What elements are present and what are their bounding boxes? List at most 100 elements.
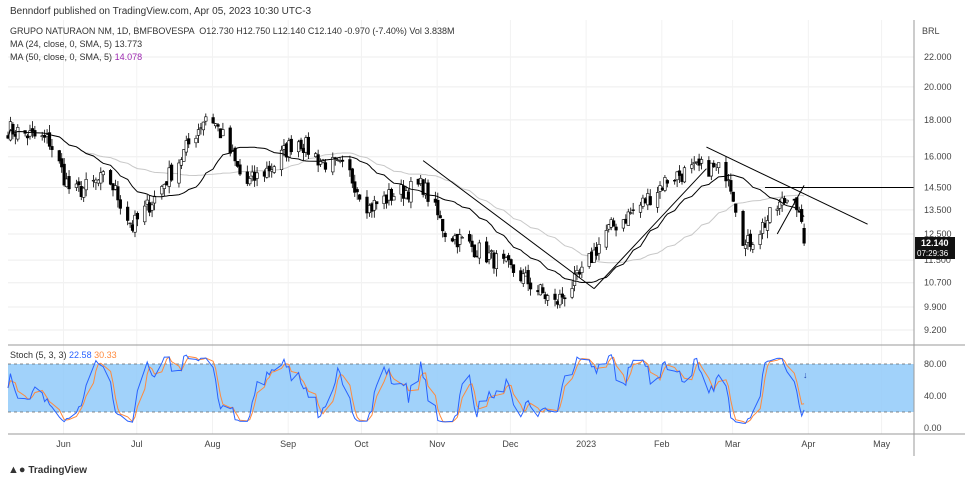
candle-body xyxy=(699,159,704,164)
last-price-tag xyxy=(915,237,955,259)
candle-body xyxy=(677,170,682,176)
footer-brand[interactable]: ▲● TradingView xyxy=(8,464,87,476)
candle-body xyxy=(77,181,81,186)
candle-body xyxy=(187,138,191,145)
candle-body xyxy=(485,241,489,263)
candle-body xyxy=(279,149,284,170)
candle-body xyxy=(99,172,103,184)
candle-body xyxy=(135,212,140,220)
candle-body xyxy=(331,157,335,173)
candle-body xyxy=(477,242,481,259)
trendline[interactable] xyxy=(422,160,595,290)
symbol-name: GRUPO NATURAON NM, 1D, BMFBOVESPA xyxy=(10,26,195,36)
price-scale[interactable]: 22.000 20.000 18.000 16.000 14.500 13.500 12.5… xyxy=(924,52,952,335)
candle-body xyxy=(228,127,232,154)
candle-body xyxy=(472,244,477,258)
ma50-legend-label: MA (50, close, 0, SMA, 5) xyxy=(10,52,113,62)
candle-body xyxy=(355,189,359,193)
stoch-legend[interactable]: Stoch (5, 3, 3) 22.58 30.33 xyxy=(10,350,117,360)
candle-body xyxy=(467,234,472,242)
candle-body xyxy=(11,123,15,135)
candle-body xyxy=(25,135,30,139)
candle-body xyxy=(108,170,113,185)
close-value: 12.140 xyxy=(314,26,342,36)
trendline[interactable] xyxy=(593,168,707,289)
candle-body xyxy=(392,196,396,201)
change-value: -0.970 (-7.40%) xyxy=(344,26,407,36)
candle-body xyxy=(575,270,579,274)
candle-body xyxy=(563,297,567,300)
candle-body xyxy=(748,233,752,247)
candle-body xyxy=(221,129,225,137)
candle-body xyxy=(592,249,596,263)
trendline[interactable] xyxy=(706,146,868,225)
candle-body xyxy=(216,124,220,127)
candle-body xyxy=(67,176,71,190)
candle-body xyxy=(426,182,430,202)
candle-body xyxy=(758,234,762,245)
candle-body xyxy=(460,237,464,239)
candle-body xyxy=(133,214,137,233)
stochastic xyxy=(7,353,805,424)
time-tick: Sep xyxy=(280,439,296,449)
candle-body xyxy=(152,195,157,204)
time-tick: Aug xyxy=(204,439,220,449)
candle-body xyxy=(785,199,789,203)
ma24-legend-label: MA (24, close, 0, SMA, 5) xyxy=(10,39,113,49)
candle-body xyxy=(267,165,271,172)
volume-value: Vol 3.838M xyxy=(409,26,455,36)
candle-body xyxy=(372,200,376,211)
footer-brand-label: TradingView xyxy=(28,465,88,476)
ma24-legend[interactable]: MA (24, close, 0, SMA, 5) 13.773 xyxy=(10,39,142,49)
ma-path xyxy=(7,129,805,284)
candle-body xyxy=(16,127,20,140)
candle-body xyxy=(526,270,530,285)
candle-body xyxy=(572,272,577,286)
candle-body xyxy=(648,196,652,206)
candle-body xyxy=(450,238,455,242)
candle-body xyxy=(638,204,643,213)
candle-body xyxy=(358,194,362,200)
stoch-scale[interactable]: 80.00 40.00 0.00 xyxy=(924,359,947,433)
ma50-legend[interactable]: MA (50, close, 0, SMA, 5) 14.078 xyxy=(10,52,142,62)
price-tick: 11.500 xyxy=(924,255,951,265)
price-tick: 18.000 xyxy=(924,115,952,125)
low-value: 12.140 xyxy=(277,26,306,36)
candle-body xyxy=(731,191,735,202)
candle-body xyxy=(306,136,310,155)
price-tick: 14.500 xyxy=(924,183,952,193)
stoch-tick: 40.00 xyxy=(924,391,947,401)
candle-body xyxy=(436,199,440,216)
candle-body xyxy=(741,210,745,246)
price-tick: 22.000 xyxy=(924,52,952,62)
candle-body xyxy=(441,218,445,232)
candle-body xyxy=(182,149,186,162)
trendline[interactable] xyxy=(776,185,805,235)
candle-body xyxy=(118,199,122,209)
candles xyxy=(6,113,806,309)
currency-label: BRL xyxy=(922,26,940,36)
candle-body xyxy=(235,161,240,167)
stoch-k-value: 22.58 xyxy=(69,350,92,360)
ma24-line xyxy=(7,129,805,284)
price-tick: 9.900 xyxy=(924,302,947,312)
candle-body xyxy=(50,146,54,150)
time-axis[interactable]: Jun Jul Aug Sep Oct Nov Dec 2023 Feb Mar Apr May xyxy=(56,439,890,449)
candle-body xyxy=(116,186,120,201)
candle-body xyxy=(765,220,770,231)
candle-body xyxy=(170,164,174,181)
published-line: Benndorf published on TradingView.com, A… xyxy=(10,6,312,17)
candle-body xyxy=(82,187,86,198)
candle-body xyxy=(673,180,677,182)
candle-body xyxy=(233,147,237,162)
candle-body xyxy=(74,183,78,188)
candle-body xyxy=(612,220,616,227)
candle-body xyxy=(389,188,394,201)
candle-body xyxy=(255,172,259,179)
ma-path xyxy=(7,129,805,264)
candle-body xyxy=(494,253,499,270)
candle-body xyxy=(626,211,630,226)
stoch-d-value: 30.33 xyxy=(94,350,117,360)
candle-body xyxy=(316,154,320,166)
